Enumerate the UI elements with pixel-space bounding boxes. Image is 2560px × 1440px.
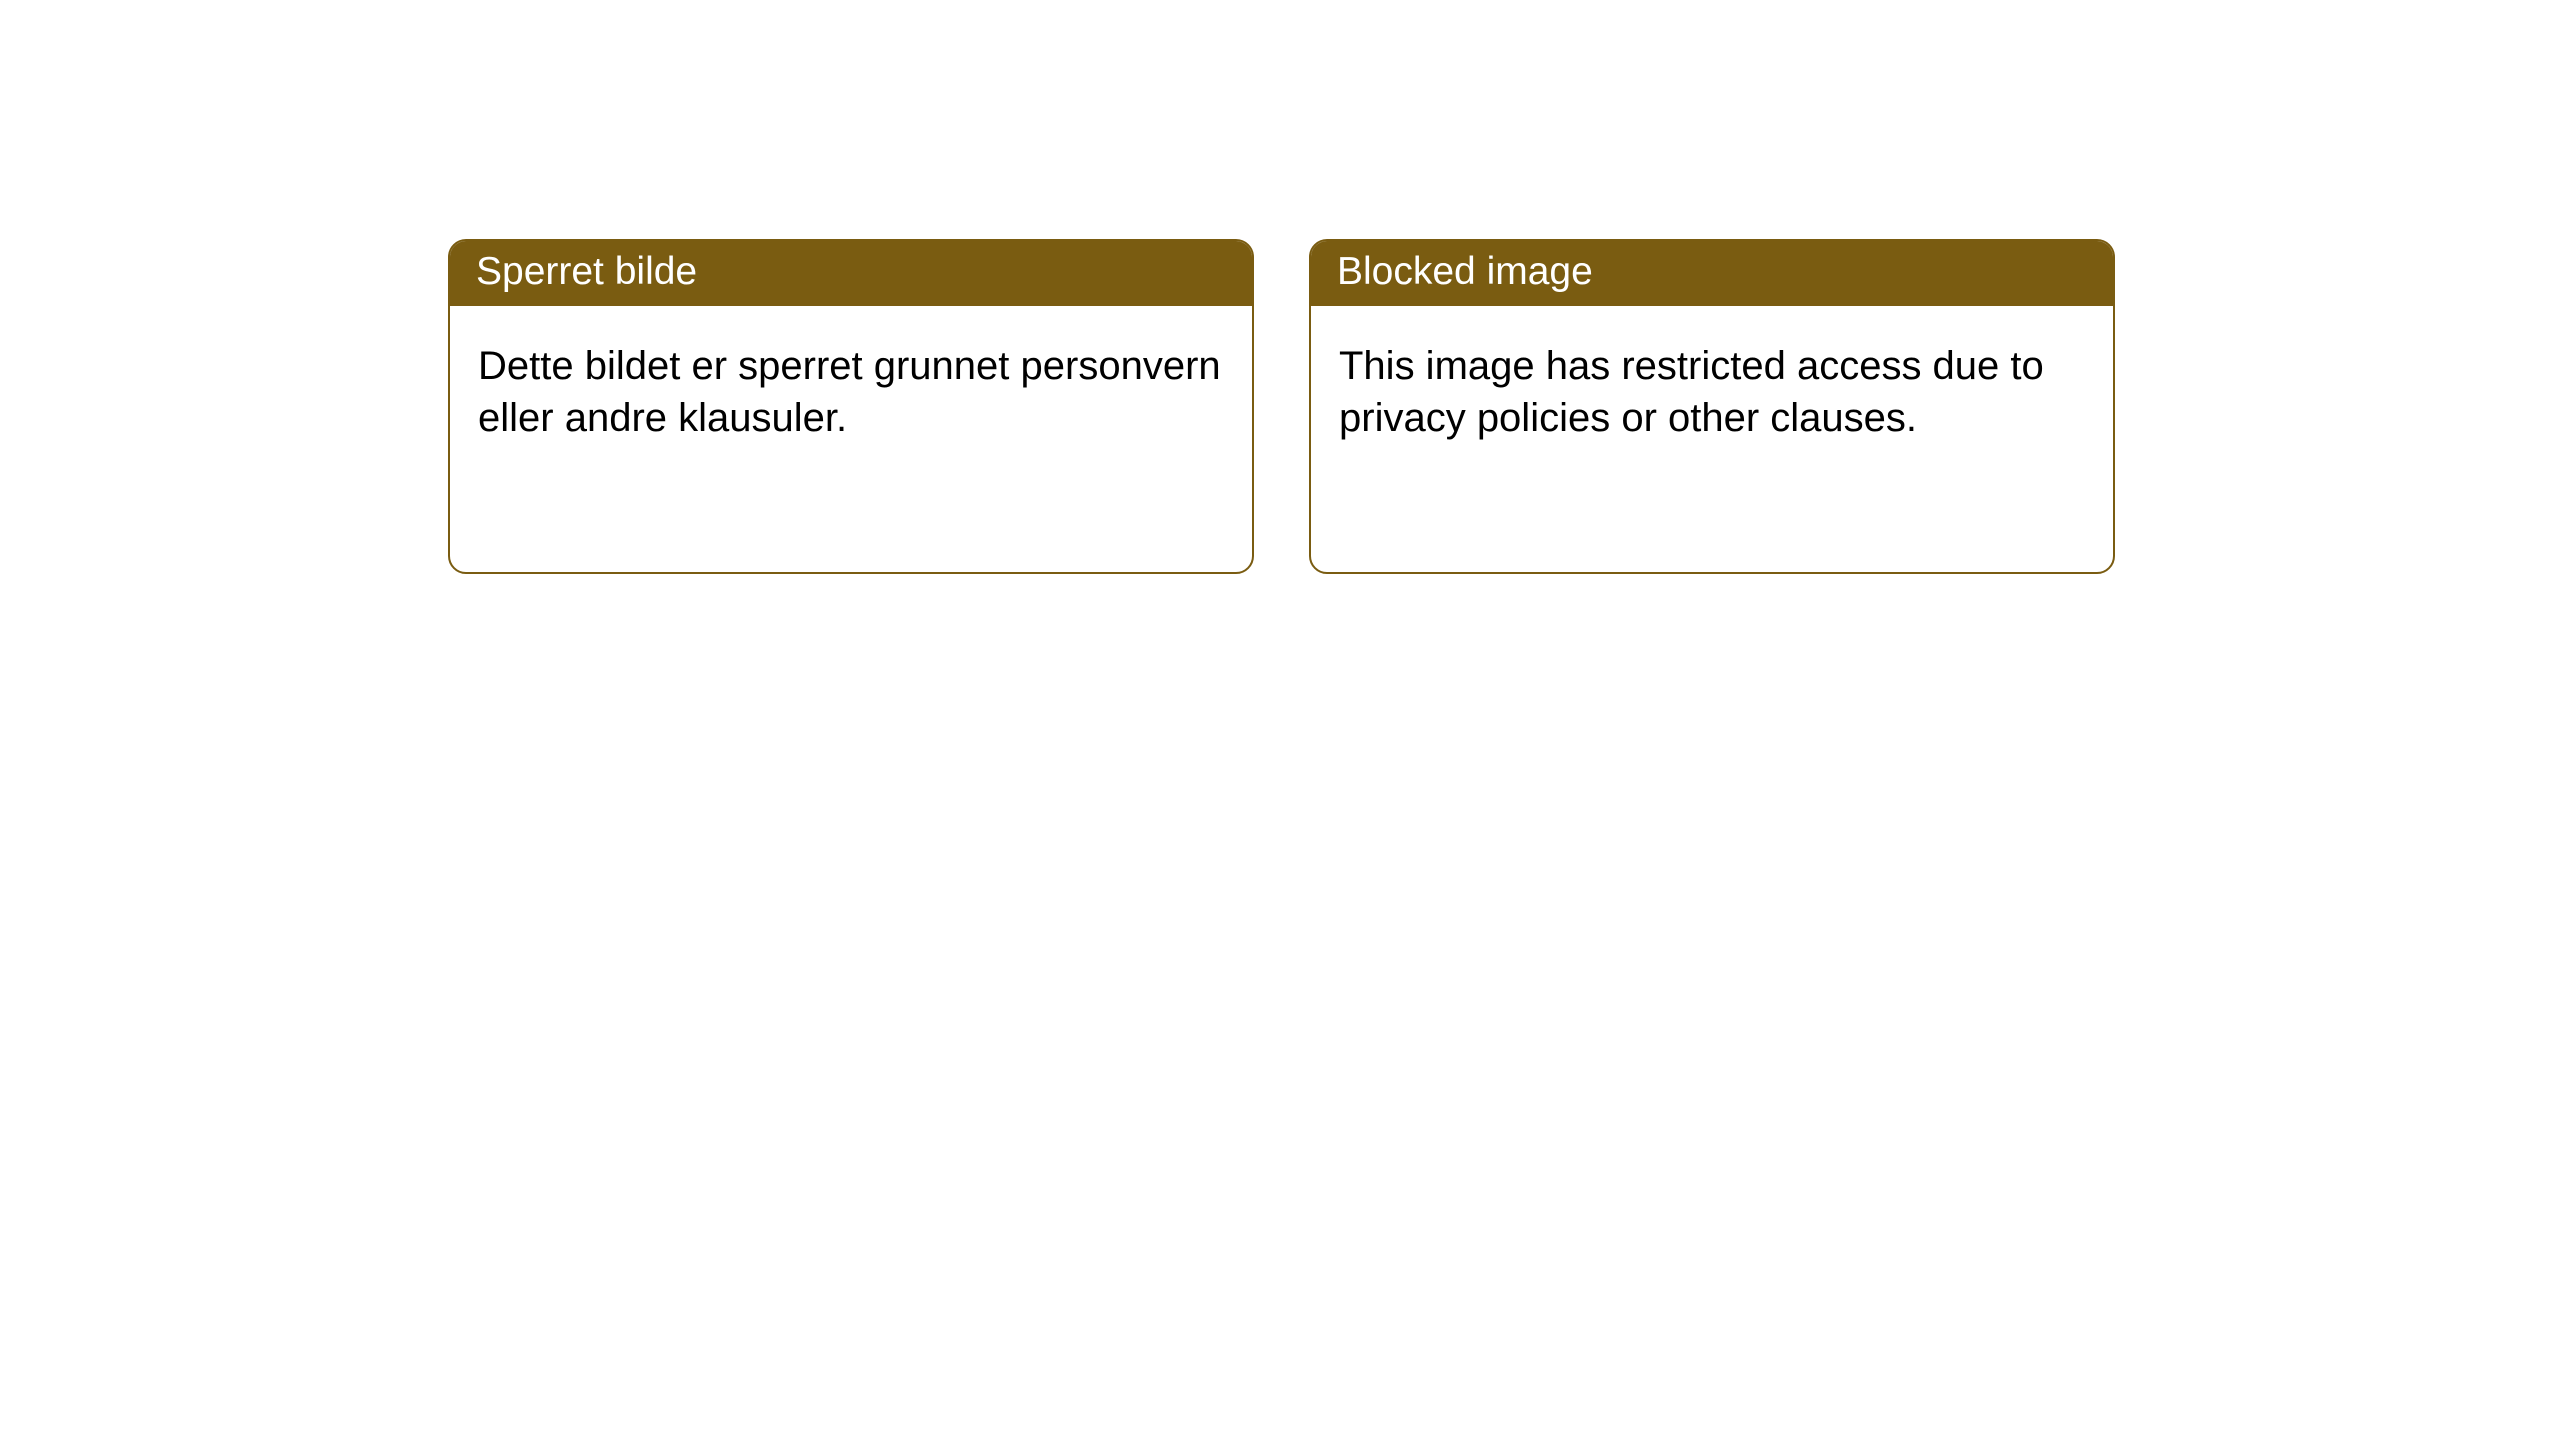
notice-title: Blocked image (1311, 241, 2113, 306)
notice-card-english: Blocked image This image has restricted … (1309, 239, 2115, 574)
notice-card-norwegian: Sperret bilde Dette bildet er sperret gr… (448, 239, 1254, 574)
notice-body: This image has restricted access due to … (1311, 306, 2113, 478)
notice-title: Sperret bilde (450, 241, 1252, 306)
notice-container: Sperret bilde Dette bildet er sperret gr… (0, 0, 2560, 574)
notice-body: Dette bildet er sperret grunnet personve… (450, 306, 1252, 478)
